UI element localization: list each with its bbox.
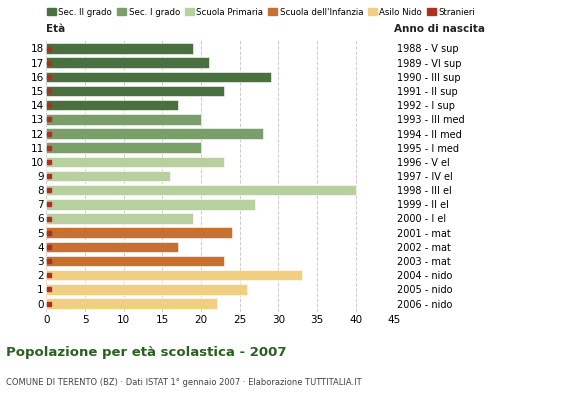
Bar bbox=[46, 128, 263, 139]
Bar bbox=[46, 213, 193, 224]
Bar bbox=[46, 227, 232, 238]
Bar bbox=[46, 43, 193, 54]
Text: Anno di nascita: Anno di nascita bbox=[394, 24, 485, 34]
Bar bbox=[46, 185, 356, 196]
Text: Età: Età bbox=[46, 24, 66, 34]
Bar bbox=[46, 142, 201, 153]
Bar bbox=[46, 256, 224, 266]
Bar bbox=[46, 298, 216, 309]
Bar bbox=[46, 156, 224, 167]
Bar bbox=[46, 171, 170, 181]
Bar bbox=[46, 242, 178, 252]
Bar bbox=[46, 284, 248, 295]
Bar bbox=[46, 270, 302, 280]
Legend: Sec. II grado, Sec. I grado, Scuola Primaria, Scuola dell'Infanzia, Asilo Nido, : Sec. II grado, Sec. I grado, Scuola Prim… bbox=[47, 8, 475, 17]
Text: Popolazione per età scolastica - 2007: Popolazione per età scolastica - 2007 bbox=[6, 346, 287, 359]
Bar bbox=[46, 86, 224, 96]
Text: COMUNE DI TERENTO (BZ) · Dati ISTAT 1° gennaio 2007 · Elaborazione TUTTITALIA.IT: COMUNE DI TERENTO (BZ) · Dati ISTAT 1° g… bbox=[6, 378, 361, 387]
Bar bbox=[46, 57, 209, 68]
Bar bbox=[46, 199, 255, 210]
Bar bbox=[46, 100, 178, 110]
Bar bbox=[46, 72, 271, 82]
Bar bbox=[46, 114, 201, 125]
